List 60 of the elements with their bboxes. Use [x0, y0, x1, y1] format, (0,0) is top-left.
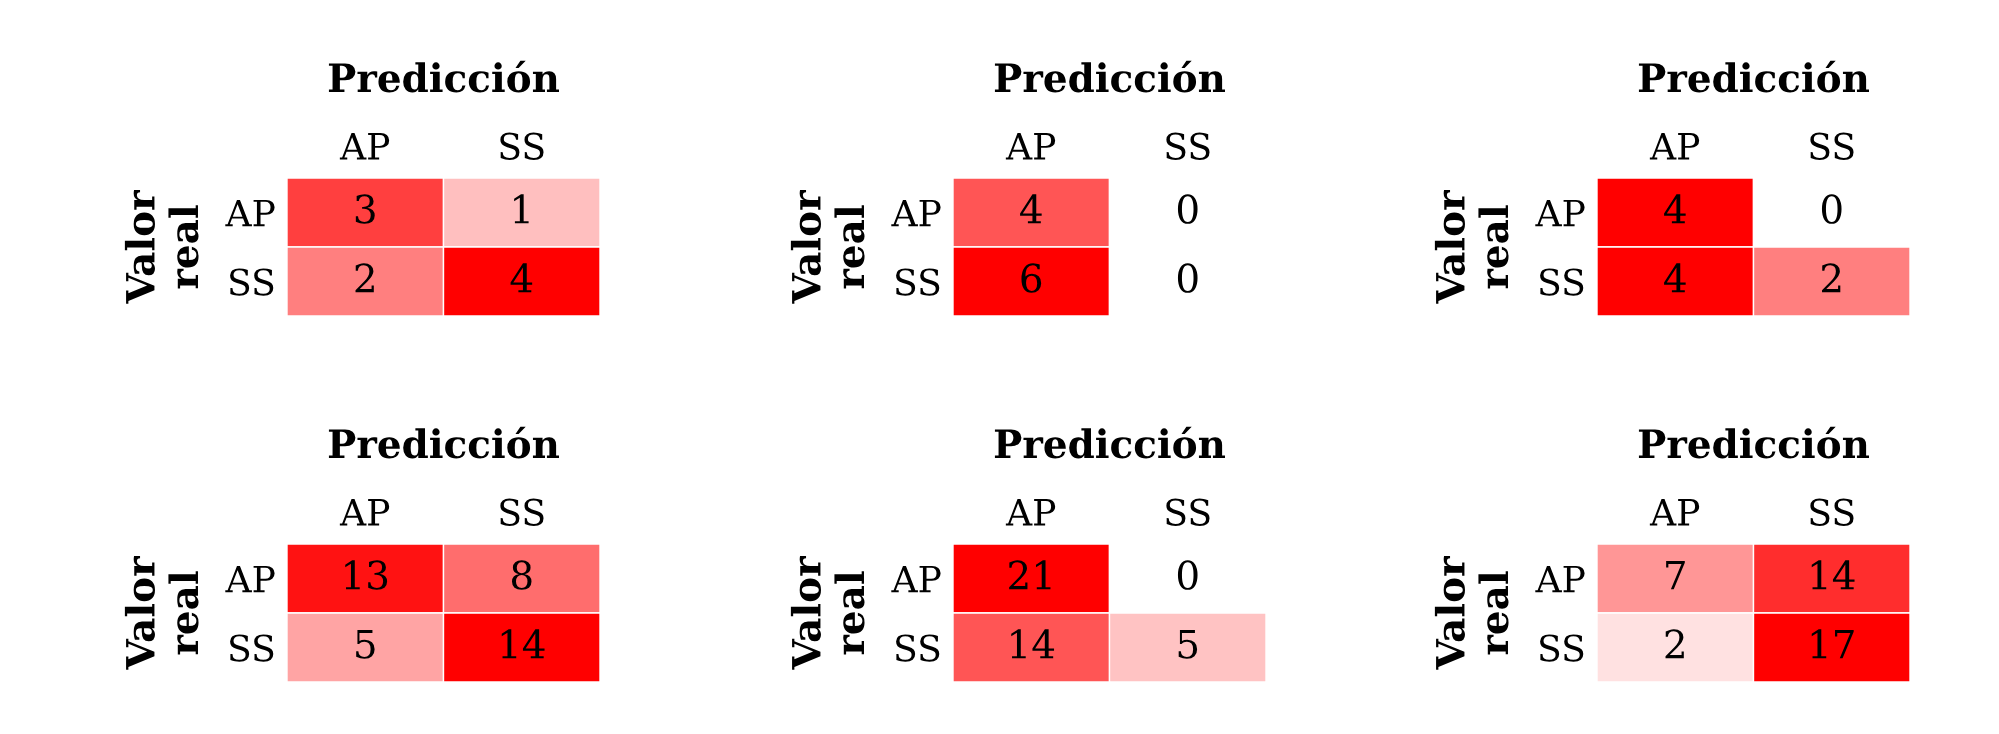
x-tick-label: SS [1166, 132, 1210, 160]
y-axis-title: Valor real [790, 190, 865, 304]
y-tick-label: AP [225, 199, 275, 227]
data-label: 3 [355, 194, 375, 224]
data-label: 13 [345, 560, 388, 590]
y-axis-title: Valor real [790, 556, 865, 670]
data-label: 6 [1021, 263, 1042, 293]
chart-title: Predicción [328, 426, 559, 459]
data-label: 1 [514, 194, 529, 224]
data-label: 7 [1666, 560, 1685, 590]
x-tick-label: SS [1810, 132, 1854, 160]
y-tick-label: SS [230, 634, 274, 662]
y-axis-title: Valor real [124, 190, 199, 304]
data-label: 17 [1811, 629, 1854, 659]
data-label: 4 [1664, 194, 1686, 224]
chart-title: Predicción [994, 426, 1225, 459]
data-label: 0 [1177, 263, 1198, 293]
chart-title: Predicción [1638, 426, 1869, 459]
data-label: 4 [510, 263, 533, 293]
chart-title: Predicción [1638, 60, 1869, 93]
data-label: 0 [1821, 194, 1842, 224]
y-tick-label: SS [1540, 634, 1584, 662]
y-tick-label: AP [891, 565, 941, 593]
x-tick-label: SS [1810, 498, 1854, 526]
data-label: 14 [501, 629, 545, 659]
y-tick-label: SS [230, 268, 274, 296]
data-label: 21 [1009, 560, 1051, 590]
chart-title: Predicción [328, 60, 559, 93]
data-label: 2 [355, 263, 374, 293]
data-label: 0 [1177, 560, 1198, 590]
x-tick-label: AP [1649, 499, 1700, 526]
data-label: 5 [1178, 629, 1198, 659]
chart-title: Predicción [994, 60, 1225, 93]
data-label: 0 [1177, 194, 1198, 224]
y-tick-label: SS [896, 634, 940, 662]
x-tick-label: SS [1166, 498, 1210, 526]
data-label: 4 [1020, 194, 1042, 224]
y-tick-label: AP [891, 199, 941, 227]
y-tick-label: SS [1540, 268, 1584, 296]
x-tick-label: AP [339, 499, 390, 526]
x-tick-label: AP [1005, 133, 1056, 160]
y-axis-title: Valor real [1434, 556, 1509, 670]
data-label: 14 [1011, 629, 1055, 659]
y-axis-title: Valor real [1434, 190, 1509, 304]
y-axis-title: Valor real [124, 556, 199, 670]
y-tick-label: AP [225, 565, 275, 593]
x-tick-label: SS [500, 498, 544, 526]
data-label: 14 [1811, 560, 1855, 590]
y-tick-label: SS [896, 268, 940, 296]
data-label: 8 [511, 560, 532, 590]
data-label: 2 [1665, 629, 1684, 659]
x-tick-label: AP [339, 133, 390, 160]
data-label: 2 [1822, 263, 1841, 293]
data-label: 5 [356, 629, 375, 659]
x-tick-label: AP [1005, 499, 1056, 526]
x-tick-label: AP [1649, 133, 1700, 160]
x-tick-label: SS [500, 132, 544, 160]
y-tick-label: AP [1535, 565, 1585, 593]
data-label: 4 [1664, 263, 1686, 293]
y-tick-label: AP [1535, 199, 1585, 227]
